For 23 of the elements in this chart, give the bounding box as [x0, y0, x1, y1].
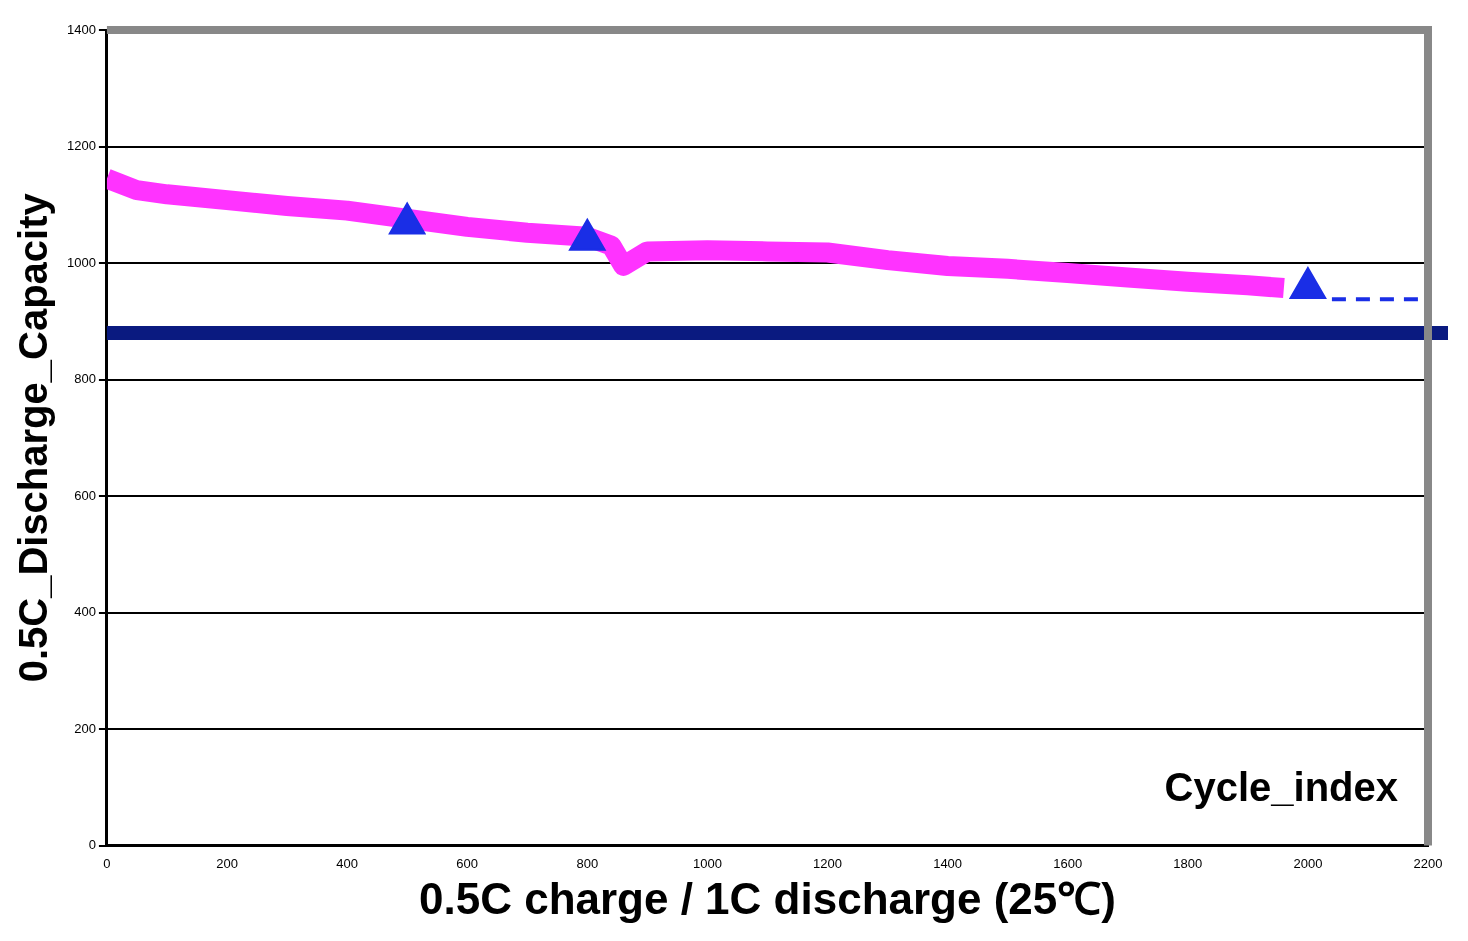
y-tick-label: 800 — [74, 371, 96, 387]
y-tick-label: 200 — [74, 720, 96, 736]
x-tick-label: 2000 — [1293, 855, 1323, 871]
x-tick-label: 600 — [456, 855, 479, 871]
x-tick-label: 1600 — [1053, 855, 1083, 871]
x-axis-title: 0.5C charge / 1C discharge (25℃) — [418, 873, 1116, 923]
y-tick-label: 1200 — [67, 138, 96, 154]
y-axis-title: 0.5C_Discharge_Capacity — [11, 192, 56, 683]
y-tick-label: 1000 — [67, 254, 96, 270]
y-tick-label: 1400 — [67, 21, 96, 37]
x-tick-label: 1800 — [1173, 855, 1203, 871]
x-tick-label: 1000 — [692, 855, 722, 871]
x-tick-label: 1400 — [933, 855, 963, 871]
y-tick-label: 0 — [88, 837, 96, 853]
x-tick-label: 400 — [336, 855, 358, 871]
y-tick-label: 600 — [74, 487, 96, 503]
x-tick-label: 0 — [103, 855, 111, 871]
y-tick-label: 400 — [74, 604, 96, 620]
annotation: Cycle_index — [1164, 764, 1398, 809]
x-tick-label: 2200 — [1413, 855, 1443, 871]
x-tick-label: 1200 — [813, 855, 842, 871]
x-tick-label: 200 — [216, 855, 238, 871]
x-tick-label: 800 — [576, 855, 599, 871]
